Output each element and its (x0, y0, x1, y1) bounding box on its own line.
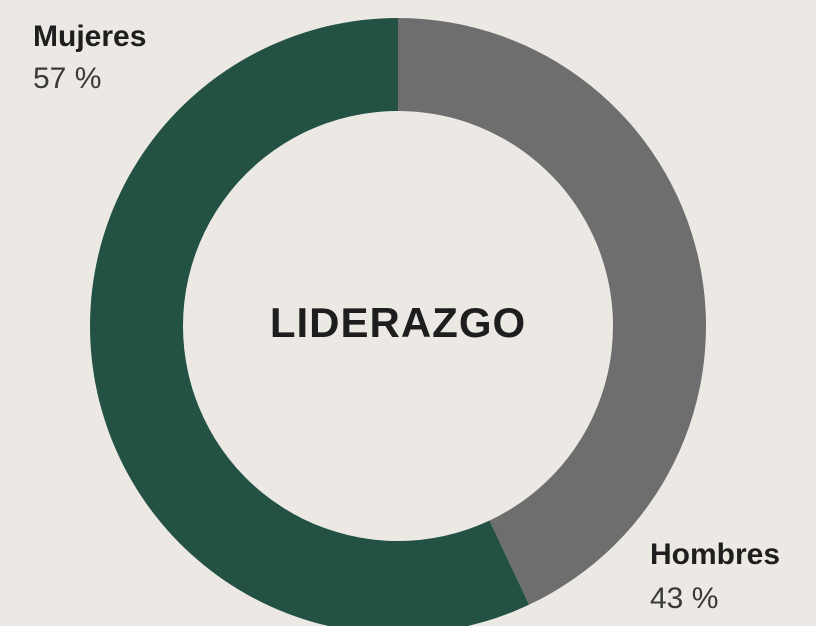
slice-value: 43 % (650, 582, 718, 615)
slice-value: 57 % (33, 62, 101, 95)
slice (398, 18, 706, 605)
slices (90, 18, 706, 626)
slice-name: Mujeres (33, 20, 146, 53)
slice (90, 18, 530, 626)
slice-name: Hombres (650, 538, 780, 571)
chart-title: LIDERAZGO (270, 299, 526, 346)
